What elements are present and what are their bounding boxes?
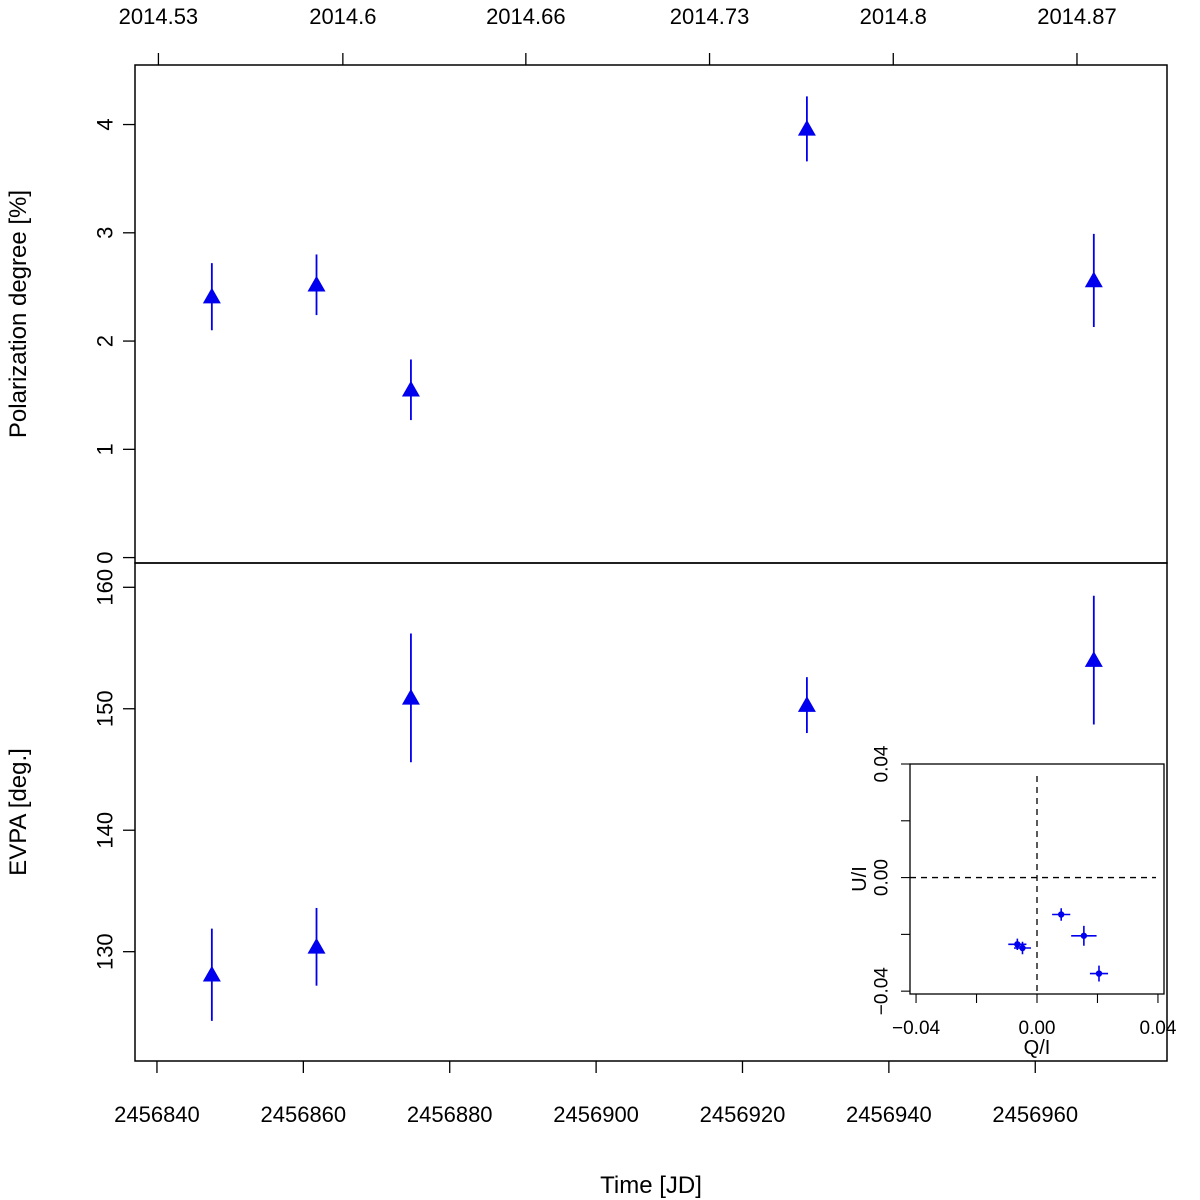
inset-y-tick-label: 0.00 [872,859,893,896]
qu-data-point [1014,941,1021,948]
pd-data-point [1084,271,1103,288]
x-tick-label: 2456880 [407,1102,493,1127]
evpa-data-point [307,937,326,954]
pd-data-point [202,287,221,304]
top-axis-label: 2014.73 [670,4,750,29]
inset-x-axis-label: Q/I [1024,1037,1051,1059]
inset-y-tick-label: 0.04 [872,745,893,782]
y-tick-label: 150 [93,690,118,727]
y-axis-label-evpa: EVPA [deg.] [5,748,32,876]
qu-data-point [1095,970,1103,977]
inset-x-tick-label: −0.04 [892,1018,941,1039]
evpa-data-point [797,696,816,712]
evpa-data-point [1084,651,1103,667]
x-tick-label: 2456920 [700,1102,786,1127]
x-tick-label: 2456960 [992,1102,1078,1127]
top-panel-frame [134,64,1168,564]
x-tick-label: 2456900 [553,1102,639,1127]
y-tick-label: 2 [93,335,118,347]
qu-data-point [1080,932,1088,939]
pd-data-point [797,119,816,136]
x-axis-label: Time [JD] [600,1172,702,1199]
polarization-degree-panel: 0 1 2 3 4 2014.53 2014.6 2014.66 2014.73 2014.8 20… [5,4,1168,564]
y-tick-label: 3 [93,227,118,239]
qu-inset-panel: −0.04 0.00 0.04 −0.04 0.00 0.04 Q/I U/I [849,745,1177,1059]
x-tick-label: 2456860 [261,1102,347,1127]
inset-x-tick-label: 0.00 [1019,1018,1056,1039]
top-axis-label: 2014.6 [309,4,376,29]
top-axis-label: 2014.8 [860,4,927,29]
qu-data-point [1057,911,1065,918]
pd-data-point [401,380,420,397]
y-tick-label: 0 [93,551,118,563]
evpa-panel: 130 140 150 160 2456840 2456860 2456880 2456900… [5,562,1168,1127]
inset-y-axis-label: U/I [849,866,871,892]
y-tick-label: 140 [93,812,118,849]
bottom-panel-frame [134,562,1168,1062]
y-axis-label-polarization: Polarization degree [%] [5,190,32,438]
top-axis-label: 2014.66 [486,4,566,29]
evpa-data-point [401,688,420,705]
inset-y-tick-label: −0.04 [872,967,893,1016]
qu-data-point [1019,944,1026,952]
top-axis-label: 2014.53 [119,4,199,29]
inset-x-tick-label: 0.04 [1139,1018,1176,1039]
y-tick-label: 1 [93,443,118,455]
x-tick-label: 2456940 [846,1102,932,1127]
y-tick-label: 160 [93,569,118,606]
top-axis-label: 2014.87 [1037,4,1117,29]
y-tick-label: 130 [93,933,118,970]
pd-data-point [307,275,326,292]
y-tick-label: 4 [93,118,118,130]
x-tick-label: 2456840 [114,1102,200,1127]
evpa-data-point [202,965,221,982]
